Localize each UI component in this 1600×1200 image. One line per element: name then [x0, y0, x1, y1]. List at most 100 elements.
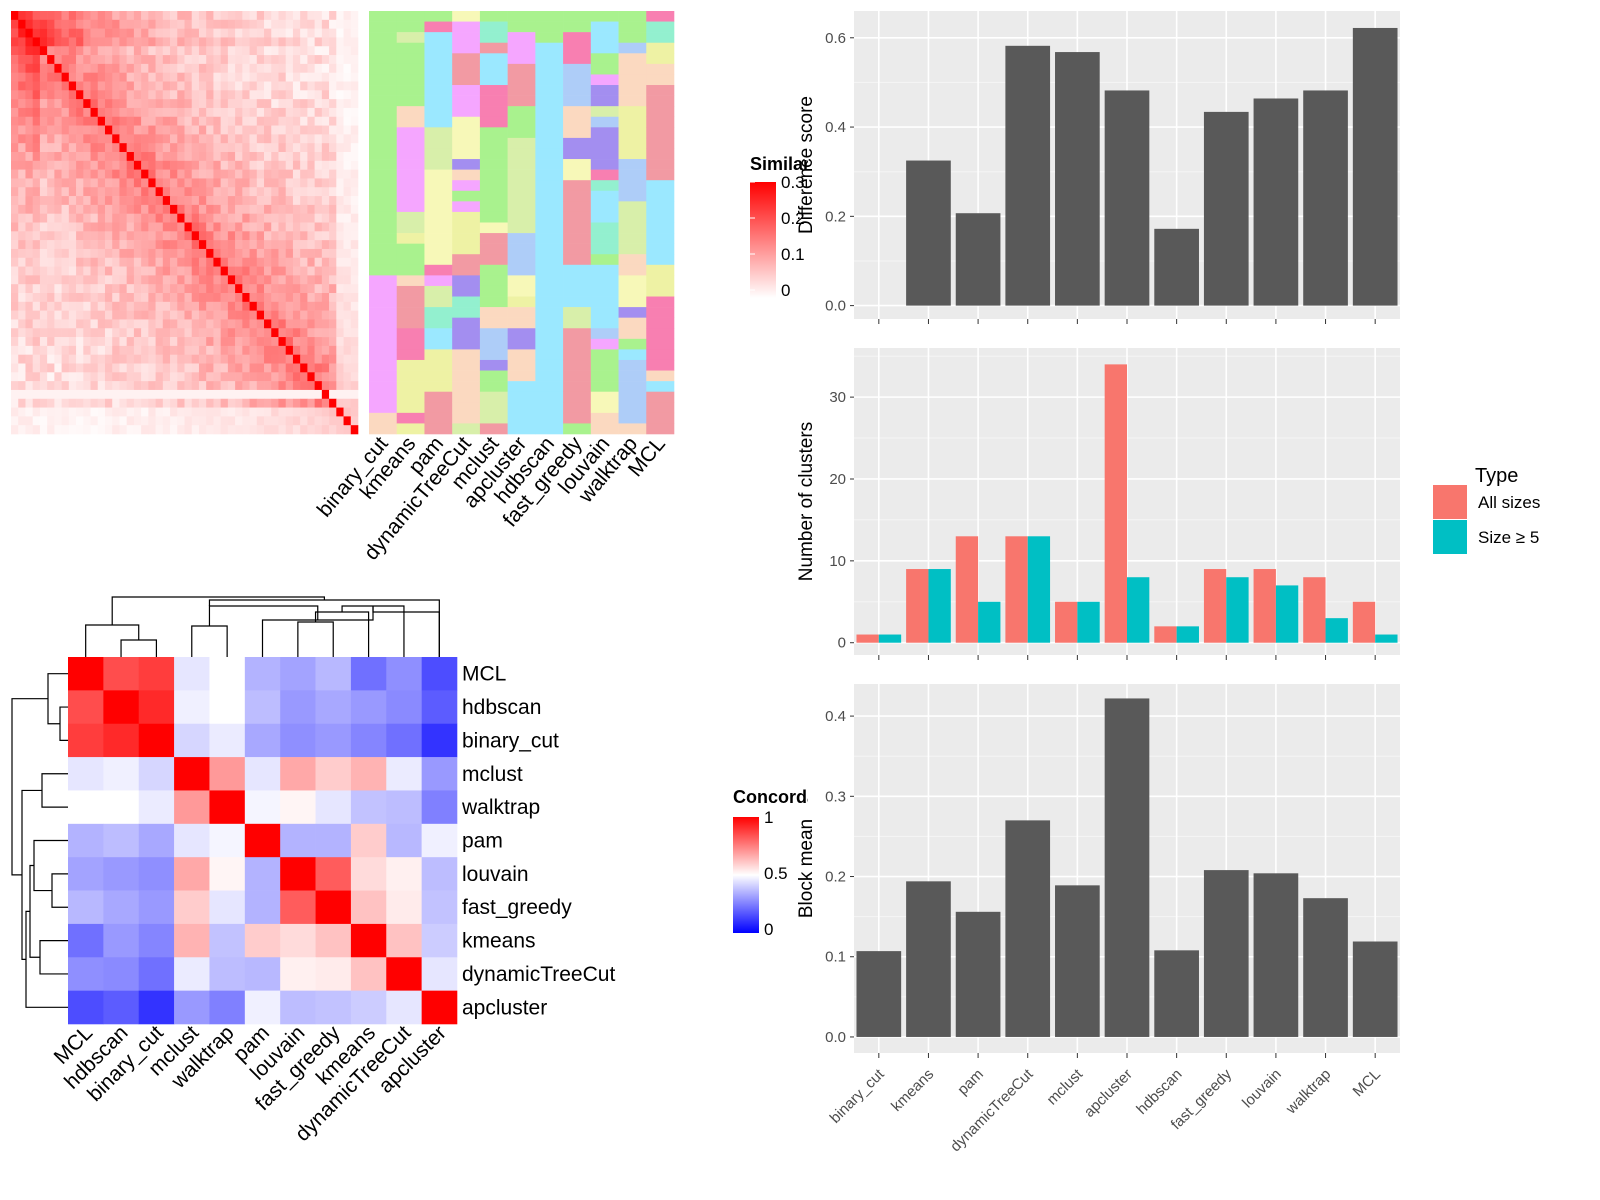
similarity-cell — [68, 310, 77, 320]
similarity-cell — [213, 46, 221, 56]
similarity-cell — [206, 416, 214, 426]
similarity-cell — [112, 407, 120, 417]
similarity-cell — [300, 240, 308, 250]
similarity-cell — [141, 328, 149, 338]
similarity-cell — [184, 372, 193, 382]
similarity-cell — [76, 160, 84, 170]
similarity-cell — [300, 107, 308, 118]
similarity-cell — [278, 55, 287, 65]
similarity-cell — [76, 196, 84, 206]
similarity-cell — [271, 107, 279, 118]
similarity-cell — [264, 143, 272, 153]
bar — [1154, 950, 1199, 1037]
similarity-cell — [278, 231, 287, 241]
concordance-row-label: mclust — [462, 763, 523, 786]
similarity-cell — [141, 143, 149, 153]
similarity-cell — [249, 213, 258, 223]
similarity-cell — [343, 248, 352, 259]
cluster-cell — [424, 391, 453, 403]
similarity-cell — [271, 99, 279, 109]
similarity-cell — [329, 363, 337, 373]
similarity-cell — [11, 55, 19, 65]
similarity-cell — [321, 143, 330, 153]
similarity-cell — [11, 389, 19, 400]
similarity-cell — [213, 143, 221, 153]
similarity-cell — [329, 204, 337, 214]
similarity-cell — [321, 266, 330, 276]
cluster-cell — [479, 11, 508, 22]
similarity-cell — [162, 345, 171, 355]
similarity-cell — [220, 240, 229, 250]
similarity-cell — [321, 134, 330, 144]
cluster-cell — [646, 148, 675, 160]
similarity-cell — [126, 178, 135, 188]
similarity-cell — [321, 231, 330, 241]
similarity-cell — [249, 319, 258, 329]
similarity-cell — [47, 231, 55, 241]
similarity-cell — [285, 231, 294, 241]
similarity-cell — [104, 160, 113, 170]
similarity-cell — [278, 99, 287, 109]
similarity-cell — [278, 389, 287, 400]
similarity-cell — [314, 90, 323, 100]
cluster-cell — [507, 222, 536, 234]
cluster-cell — [535, 32, 564, 44]
similarity-cell — [307, 328, 315, 338]
similarity-cell — [220, 169, 229, 179]
similarity-cell — [177, 416, 185, 426]
similarity-cell — [61, 81, 70, 91]
similarity-cell — [25, 345, 33, 355]
similarity-cell — [191, 134, 200, 144]
similarity-cell — [292, 213, 301, 223]
concordance-cell — [103, 957, 140, 991]
cluster-cell — [590, 264, 619, 276]
similarity-cell — [278, 204, 287, 214]
similarity-cell — [126, 354, 135, 364]
similarity-cell — [184, 11, 193, 21]
similarity-cell — [198, 63, 207, 73]
similarity-cell — [47, 248, 55, 259]
similarity-cell — [191, 196, 200, 206]
similarity-cell — [249, 240, 258, 250]
similarity-cell — [104, 389, 113, 400]
similarity-cell — [350, 240, 359, 250]
concordance-cell — [350, 657, 387, 691]
legend-swatch — [1433, 520, 1467, 554]
similarity-cell — [47, 416, 55, 426]
similarity-cell — [155, 293, 164, 303]
similarity-cell — [264, 248, 272, 259]
similarity-cell — [18, 345, 26, 355]
cluster-cell — [396, 370, 425, 382]
similarity-cell — [11, 63, 19, 73]
similarity-cell — [104, 81, 113, 91]
similarity-cell — [39, 389, 48, 400]
similarity-cell — [141, 152, 149, 162]
similarity-cell — [321, 345, 330, 355]
similarity-cell — [112, 416, 120, 426]
similarity-cell — [350, 266, 359, 276]
similarity-cell — [307, 416, 315, 426]
similarity-cell — [292, 319, 301, 329]
similarity-cell — [47, 55, 55, 65]
similarity-cell — [83, 240, 91, 250]
similarity-cell — [329, 152, 337, 162]
similarity-cell — [285, 310, 294, 320]
similarity-cell — [133, 143, 142, 153]
similarity-cell — [141, 37, 149, 47]
similarity-cell — [47, 398, 55, 408]
similarity-cell — [235, 116, 243, 126]
bar — [856, 634, 879, 643]
similarity-cell — [90, 125, 99, 135]
concordance-cell — [386, 723, 422, 758]
similarity-cell — [242, 293, 250, 303]
similarity-cell — [227, 425, 236, 435]
similarity-cell — [321, 310, 330, 320]
cluster-cell — [396, 233, 425, 244]
similarity-cell — [18, 407, 26, 417]
similarity-cell — [235, 63, 243, 73]
cluster-cell — [563, 148, 592, 160]
cluster-cell — [396, 190, 425, 202]
similarity-cell — [133, 152, 142, 162]
similarity-cell — [227, 63, 236, 73]
